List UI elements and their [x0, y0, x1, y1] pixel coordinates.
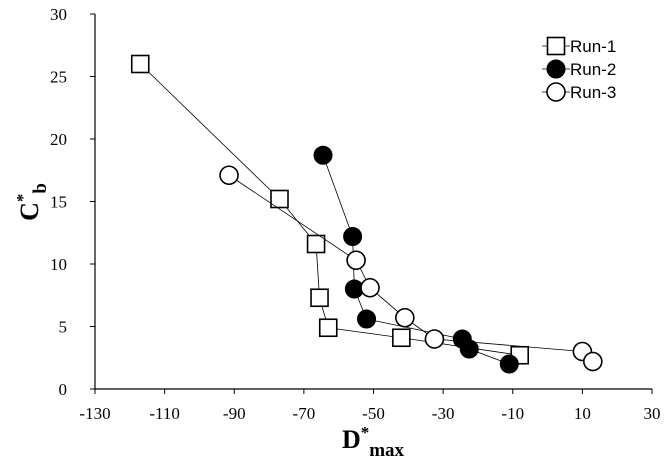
series — [130, 54, 603, 374]
ticks: -130 -110 -90 -70 -50 -30 -10 10 30 0 5 10 15 20 25 30 — [50, 5, 661, 423]
x-axis-title-main: D — [342, 425, 361, 454]
data-point — [130, 54, 150, 74]
y-axis-title: C*b — [13, 183, 51, 221]
data-point — [310, 288, 329, 308]
data-point — [270, 189, 289, 209]
x-tick-label: -70 — [293, 404, 316, 423]
x-tick-label: -90 — [223, 404, 246, 423]
series-run-2 — [313, 145, 519, 374]
y-tick-label: 10 — [50, 255, 67, 274]
legend-marker — [546, 59, 566, 79]
x-tick-label: -50 — [362, 404, 385, 423]
data-point — [459, 339, 479, 359]
x-tick-label: -10 — [501, 404, 524, 423]
y-axis-title-sup: * — [13, 194, 32, 203]
x-tick-label: -130 — [79, 404, 110, 423]
data-point — [219, 165, 239, 186]
data-point — [583, 351, 603, 372]
y-tick-label: 15 — [50, 193, 67, 212]
legend-label: Run-2 — [570, 60, 616, 79]
series-line — [139, 63, 520, 356]
y-tick-label: 30 — [50, 5, 67, 24]
x-tick-label: -30 — [432, 404, 455, 423]
y-tick-label: 0 — [59, 380, 68, 399]
legend-marker — [546, 36, 566, 56]
data-point — [346, 250, 366, 271]
legend-item: Run-1 — [542, 36, 616, 56]
y-tick-label: 25 — [50, 68, 67, 87]
axes — [94, 14, 652, 390]
data-point — [392, 328, 411, 348]
data-point — [306, 234, 326, 254]
series-run-3 — [219, 165, 603, 372]
legend-item: Run-3 — [542, 82, 616, 102]
y-tick-label: 20 — [50, 130, 67, 149]
x-tick-label: -110 — [149, 404, 180, 423]
legend: Run-1 Run-2 Run-3 — [542, 36, 616, 102]
x-tick-label: 10 — [574, 404, 591, 423]
x-axis-title-sub: max — [369, 440, 404, 461]
data-point — [357, 309, 377, 329]
legend-item: Run-2 — [542, 59, 616, 79]
y-tick-label: 5 — [59, 318, 68, 337]
y-axis-title-sub: b — [30, 183, 51, 194]
data-point — [424, 329, 445, 349]
data-point — [360, 277, 380, 298]
legend-label: Run-1 — [570, 37, 616, 56]
data-point — [343, 227, 363, 246]
y-axis-title-main: C — [15, 202, 44, 221]
legend-marker — [546, 82, 566, 102]
data-point — [318, 318, 338, 338]
x-axis-title-sup: * — [361, 423, 370, 442]
data-point — [395, 307, 415, 328]
x-tick-label: 30 — [644, 404, 661, 423]
legend-label: Run-3 — [570, 83, 616, 102]
series-run-1 — [130, 54, 530, 365]
data-point — [499, 354, 519, 374]
data-point — [313, 145, 333, 165]
x-axis-title: D*max — [342, 423, 405, 461]
